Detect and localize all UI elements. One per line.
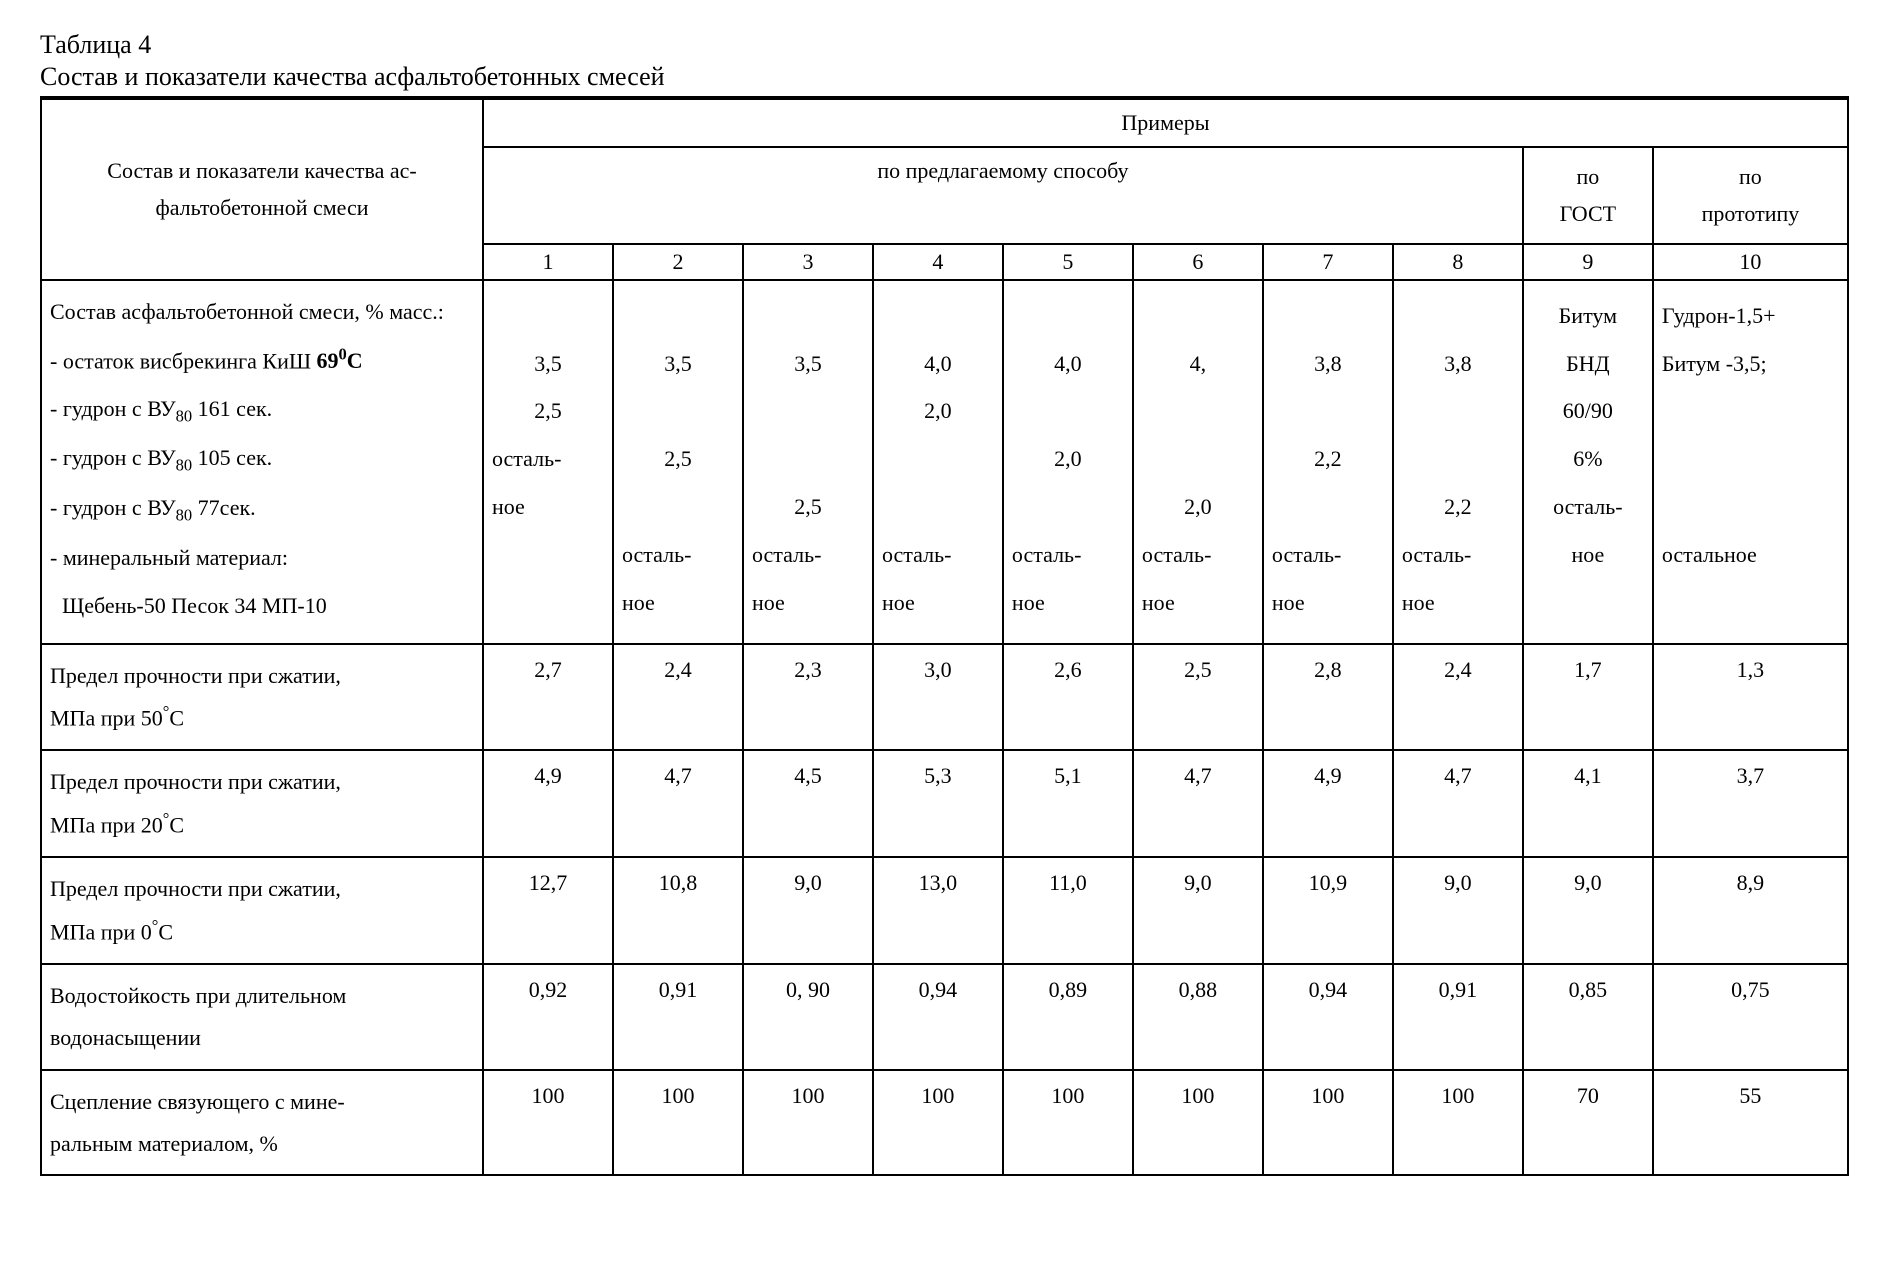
table-cell: 0,91	[1393, 964, 1523, 1070]
comp-c3: 3,5 2,5 осталь- ное	[743, 280, 873, 644]
table-cell: 13,0	[873, 857, 1003, 964]
table-row: Предел прочности при сжатии,МПа при 0°С1…	[41, 857, 1848, 964]
table-cell: 9,0	[1393, 857, 1523, 964]
examples-header: Примеры	[483, 99, 1848, 147]
table-cell: 3,0	[873, 644, 1003, 751]
table-cell: 12,7	[483, 857, 613, 964]
table-cell: 0, 90	[743, 964, 873, 1070]
table-cell: 4,7	[1133, 750, 1263, 857]
row-label: Предел прочности при сжатии,	[50, 761, 474, 803]
table-cell: 5,3	[873, 750, 1003, 857]
table-cell: 9,0	[743, 857, 873, 964]
table-number: Таблица 4	[40, 30, 1849, 60]
table-cell: 2,7	[483, 644, 613, 751]
comp-c4: 4,0 2,0 осталь- ное	[873, 280, 1003, 644]
data-table: Состав и показатели качества ас- фальтоб…	[40, 98, 1849, 1176]
gost-header: поГОСТ	[1532, 158, 1644, 233]
table-cell: 9,0	[1523, 857, 1653, 964]
table-cell: 100	[613, 1070, 743, 1176]
row-label: Предел прочности при сжатии,	[50, 655, 474, 697]
table-cell: 2,5	[1133, 644, 1263, 751]
comp-c2: 3,5 2,5 осталь- ное	[613, 280, 743, 644]
table-title: Состав и показатели качества асфальтобет…	[40, 62, 1849, 98]
table-cell: 2,4	[613, 644, 743, 751]
table-cell: 0,89	[1003, 964, 1133, 1070]
table-cell: 10,8	[613, 857, 743, 964]
proposed-header: по предлагаемому способу	[483, 147, 1523, 244]
table-cell: 2,6	[1003, 644, 1133, 751]
row-label: Предел прочности при сжатии,	[50, 868, 474, 910]
comp-c5: 4,0 2,0 осталь- ное	[1003, 280, 1133, 644]
table-cell: 100	[1393, 1070, 1523, 1176]
row-label: Сцепление связующего с мине-	[50, 1081, 474, 1123]
table-cell: 0,75	[1653, 964, 1848, 1070]
composition-label: Состав асфальтобетонной смеси, % масс.: …	[50, 291, 474, 627]
table-cell: 2,3	[743, 644, 873, 751]
col-10: 10	[1653, 244, 1848, 280]
col-1: 1	[483, 244, 613, 280]
table-row: Сцепление связующего с мине-ральным мате…	[41, 1070, 1848, 1176]
table-cell: 0,88	[1133, 964, 1263, 1070]
comp-c9: Битум БНД 60/90 6% осталь- ное	[1523, 280, 1653, 644]
table-cell: 11,0	[1003, 857, 1133, 964]
table-row: Предел прочности при сжатии,МПа при 50°С…	[41, 644, 1848, 751]
col-5: 5	[1003, 244, 1133, 280]
composition-row: Состав асфальтобетонной смеси, % масс.: …	[41, 280, 1848, 644]
table-cell: 4,9	[1263, 750, 1393, 857]
table-cell: 70	[1523, 1070, 1653, 1176]
comp-c10: Гудрон-1,5+ Битум -3,5; остальное	[1653, 280, 1848, 644]
table-cell: 4,7	[613, 750, 743, 857]
col-3: 3	[743, 244, 873, 280]
table-cell: 100	[743, 1070, 873, 1176]
prototype-header: попрототипу	[1662, 158, 1839, 233]
col-2: 2	[613, 244, 743, 280]
table-cell: 2,8	[1263, 644, 1393, 751]
table-cell: 55	[1653, 1070, 1848, 1176]
table-cell: 8,9	[1653, 857, 1848, 964]
table-cell: 4,7	[1393, 750, 1523, 857]
table-cell: 100	[1133, 1070, 1263, 1176]
table-cell: 0,91	[613, 964, 743, 1070]
table-cell: 9,0	[1133, 857, 1263, 964]
table-cell: 0,94	[1263, 964, 1393, 1070]
table-cell: 5,1	[1003, 750, 1133, 857]
header-row-1: Состав и показатели качества ас- фальтоб…	[41, 99, 1848, 147]
col-9: 9	[1523, 244, 1653, 280]
col-8: 8	[1393, 244, 1523, 280]
table-row: Водостойкость при длительномводонасыщени…	[41, 964, 1848, 1070]
comp-c8: 3,8 2,2 осталь- ное	[1393, 280, 1523, 644]
table-cell: 100	[483, 1070, 613, 1176]
col-6: 6	[1133, 244, 1263, 280]
row-header-label: Состав и показатели качества ас- фальтоб…	[50, 152, 474, 227]
table-cell: 10,9	[1263, 857, 1393, 964]
table-cell: 3,7	[1653, 750, 1848, 857]
table-cell: 0,94	[873, 964, 1003, 1070]
comp-c6: 4, 2,0 осталь- ное	[1133, 280, 1263, 644]
comp-c1: 3,5 2,5 осталь- ное	[483, 280, 613, 644]
row-label: Водостойкость при длительном	[50, 975, 474, 1017]
comp-c7: 3,8 2,2 осталь- ное	[1263, 280, 1393, 644]
table-cell: 4,1	[1523, 750, 1653, 857]
table-cell: 4,5	[743, 750, 873, 857]
table-cell: 100	[873, 1070, 1003, 1176]
table-cell: 4,9	[483, 750, 613, 857]
table-cell: 100	[1003, 1070, 1133, 1176]
table-cell: 0,85	[1523, 964, 1653, 1070]
table-cell: 1,3	[1653, 644, 1848, 751]
table-cell: 1,7	[1523, 644, 1653, 751]
table-cell: 2,4	[1393, 644, 1523, 751]
table-row: Предел прочности при сжатии,МПа при 20°С…	[41, 750, 1848, 857]
table-cell: 100	[1263, 1070, 1393, 1176]
col-4: 4	[873, 244, 1003, 280]
table-cell: 0,92	[483, 964, 613, 1070]
col-7: 7	[1263, 244, 1393, 280]
